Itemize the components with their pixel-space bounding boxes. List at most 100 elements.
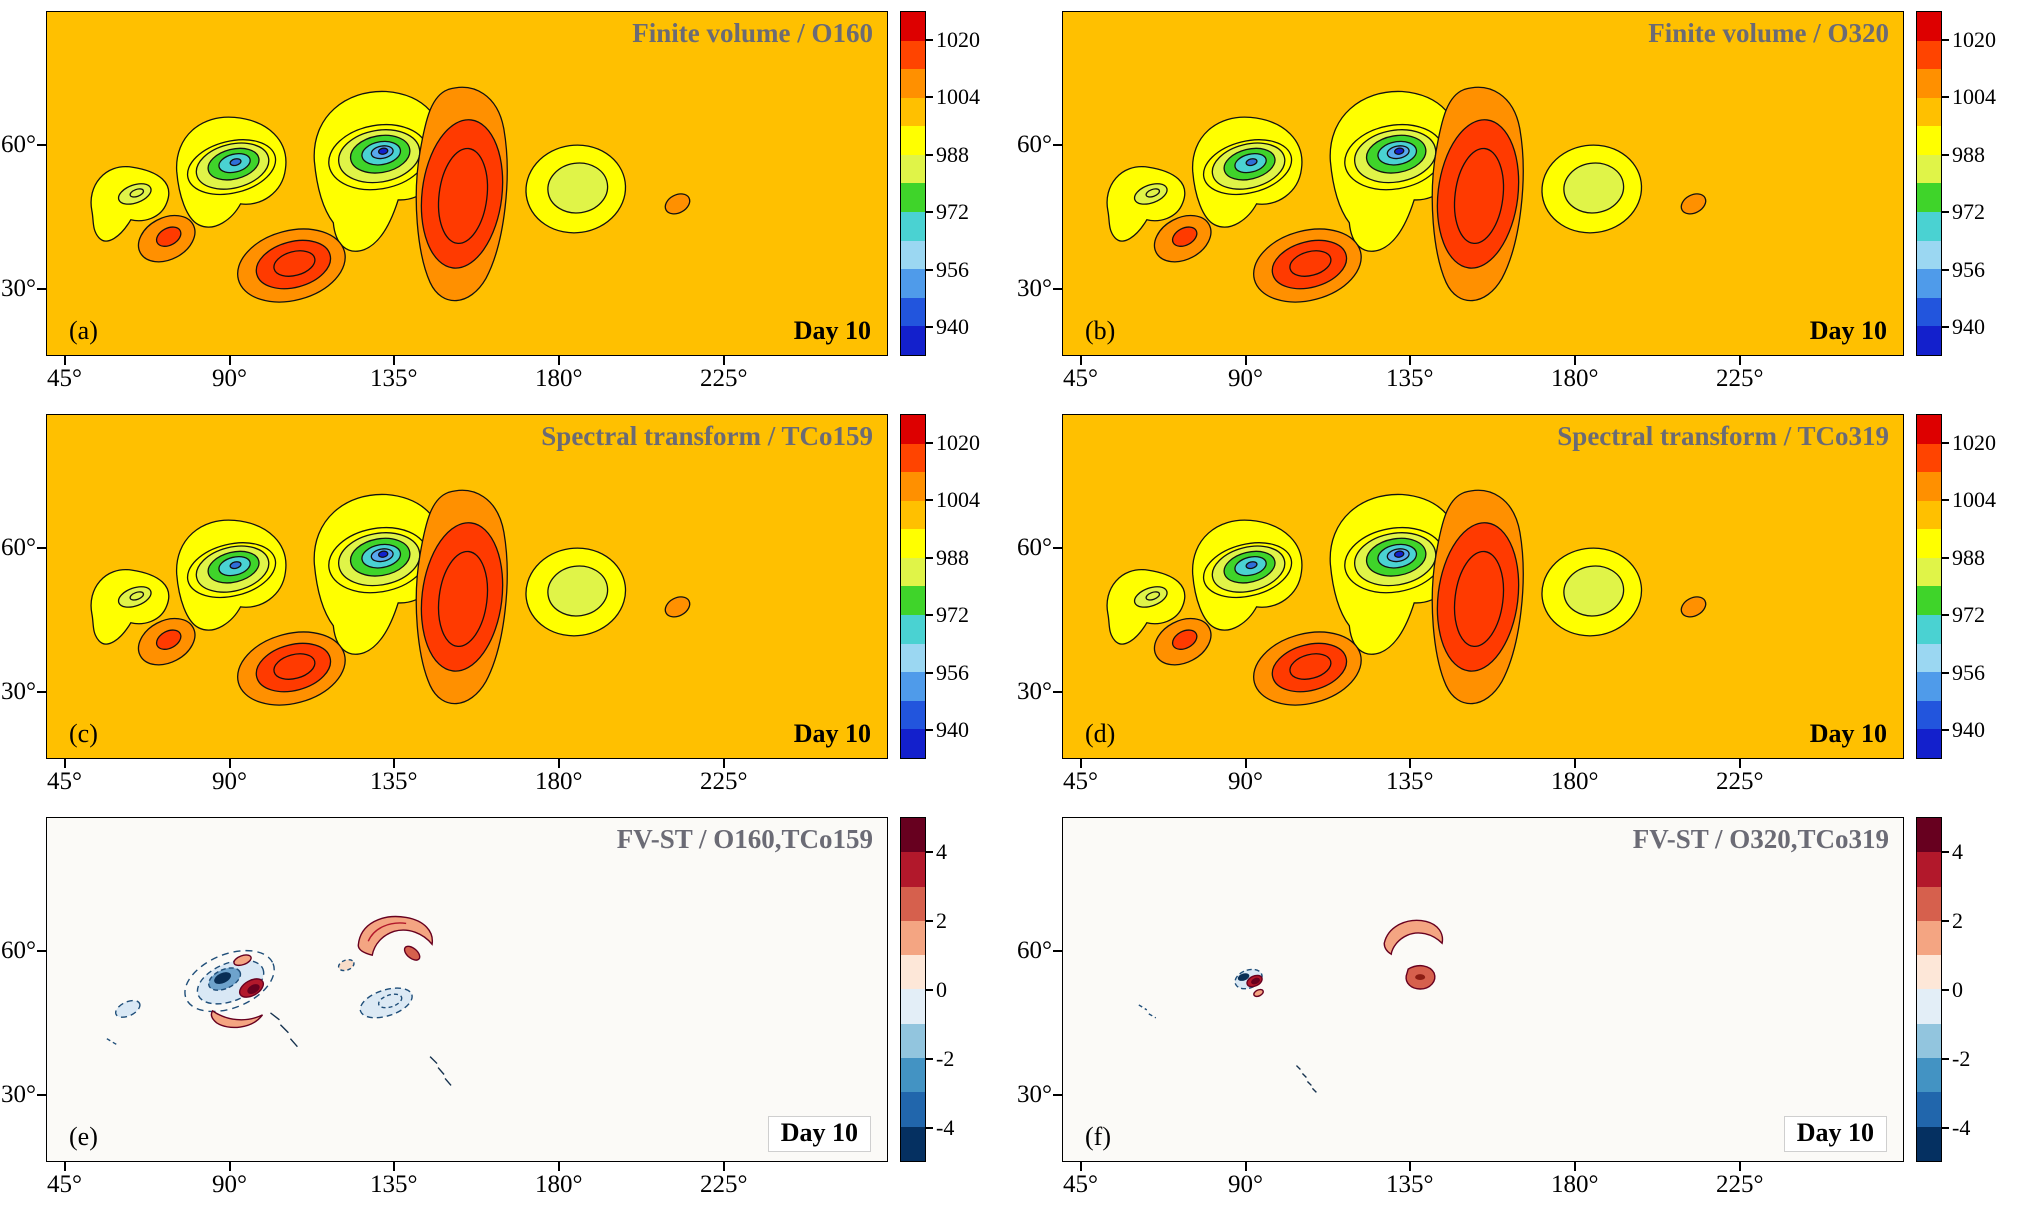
- colorbar-tick-mark: [1942, 1057, 1949, 1060]
- difference-colorbar-labels-f: 4 2 0 -2 -4: [1942, 817, 2033, 1162]
- colorbar-tick-mark: [1942, 96, 1949, 99]
- difference-colorbar-f: [1916, 817, 1942, 1162]
- x-tick-label: 180°: [535, 1171, 583, 1198]
- colorbar-segment: [1917, 240, 1941, 270]
- colorbar-tick-label: 940: [936, 717, 969, 743]
- colorbar-segment: [1917, 672, 1941, 701]
- colorbar-tick-mark: [1942, 988, 1949, 991]
- colorbar-segment: [901, 586, 925, 616]
- colorbar-segment: [1917, 500, 1941, 530]
- colorbar-tick-mark: [926, 441, 933, 444]
- colorbar-tick-label: 972: [1952, 199, 1985, 225]
- y-tick-label: 30°: [1017, 275, 1052, 303]
- spacer: [1904, 414, 1916, 759]
- y-tick-mark: [1053, 547, 1062, 550]
- x-tick-mark: [228, 759, 231, 768]
- panel-letter: (c): [69, 719, 98, 748]
- x-tick-mark: [1738, 1162, 1741, 1171]
- colorbar-segment: [1917, 415, 1941, 444]
- colorbar-tick-label: 940: [1952, 717, 1985, 743]
- colorbar-tick-mark: [1942, 671, 1949, 674]
- x-tick-label: 45°: [47, 768, 83, 795]
- colorbar-tick-mark: [926, 556, 933, 559]
- colorbar-tick-mark: [926, 850, 933, 853]
- colorbar-segment: [901, 40, 925, 70]
- colorbar-tick-mark: [1942, 153, 1949, 156]
- colorbar-tick-mark: [1942, 499, 1949, 502]
- x-tick-label: 135°: [1385, 1171, 1434, 1198]
- colorbar-tick-mark: [1942, 326, 1949, 329]
- y-tick-label: 30°: [1, 1081, 36, 1109]
- x-tick-label: 45°: [47, 1171, 83, 1198]
- colorbar-segment: [901, 1126, 925, 1161]
- colorbar-segment: [901, 700, 925, 730]
- colorbar-segment: [1917, 886, 1941, 921]
- y-tick-label: 60°: [1, 937, 36, 965]
- map-d: Spectral transform / TCo319 (d) Day 10: [1062, 414, 1904, 759]
- x-axis-labels-c: 45° 90° 135° 180° 225°: [46, 759, 888, 806]
- colorbar-segment: [901, 69, 925, 98]
- colorbar-segment: [901, 615, 925, 644]
- colorbar-tick-label: 1020: [1952, 429, 1996, 455]
- colorbar-tick-mark: [1942, 1126, 1949, 1129]
- x-tick-label: 225°: [700, 1171, 748, 1198]
- colorbar-segment: [901, 415, 925, 444]
- pressure-colorbar-d: [1916, 414, 1942, 759]
- colorbar-segment: [901, 240, 925, 270]
- y-tick-label: 30°: [1, 275, 36, 303]
- colorbar-tick-mark: [926, 919, 933, 922]
- x-tick-mark: [1738, 759, 1741, 768]
- y-axis-labels-e: 60° 30°: [0, 817, 46, 1162]
- x-tick-label: 135°: [369, 1171, 418, 1198]
- colorbar-segment: [1917, 1092, 1941, 1127]
- x-tick-label: 90°: [1228, 365, 1264, 392]
- colorbar-tick-label: -2: [1952, 1045, 1971, 1071]
- colorbar-tick-mark: [926, 1126, 933, 1129]
- colorbar-tick-mark: [926, 614, 933, 617]
- colorbar-segment: [901, 443, 925, 473]
- x-tick-mark: [722, 759, 725, 768]
- colorbar-segment: [1917, 615, 1941, 644]
- colorbar-segment: [901, 1023, 925, 1059]
- colorbar-tick-label: -4: [1952, 1114, 1971, 1140]
- x-tick-label: 180°: [535, 365, 583, 392]
- colorbar-tick-mark: [926, 268, 933, 271]
- y-tick-mark: [37, 288, 46, 291]
- x-tick-label: 135°: [1385, 768, 1434, 795]
- spacer: [888, 414, 900, 759]
- contour-field-b: [1063, 12, 1903, 355]
- colorbar-tick-label: 940: [1952, 314, 1985, 340]
- x-tick-mark: [1738, 356, 1741, 365]
- day-label: Day 10: [1809, 719, 1887, 748]
- colorbar-segment: [1917, 729, 1941, 758]
- panel-title: FV-ST / O320,TCo319: [1632, 824, 1889, 854]
- x-tick-label: 90°: [212, 365, 248, 392]
- colorbar-tick-label: 972: [1952, 602, 1985, 628]
- panel-b: 60° 30° Finite volume / O320 (b) Day 10 1…: [1016, 0, 2033, 403]
- colorbar-tick-mark: [1942, 919, 1949, 922]
- pressure-colorbar-a: [900, 11, 926, 356]
- colorbar-segment: [901, 886, 925, 921]
- map-e: FV-ST / O160,TCo159 (e) Day 10: [46, 817, 888, 1162]
- x-axis-labels-e: 45° 90° 135° 180° 225°: [46, 1162, 888, 1210]
- panel-f: 60° 30° FV-ST / O320,TCo319 (f) Day 10 4 2…: [1016, 806, 2033, 1210]
- x-tick-label: 225°: [700, 365, 748, 392]
- day-label: Day 10: [793, 719, 871, 748]
- colorbar-segment: [901, 557, 925, 587]
- contour-field-d: [1063, 415, 1903, 758]
- colorbar-tick-label: -4: [936, 1114, 955, 1140]
- colorbar-tick-label: 1020: [936, 26, 980, 52]
- colorbar-segment: [1917, 326, 1941, 355]
- x-tick-label: 180°: [1551, 1171, 1599, 1198]
- colorbar-tick-label: 1004: [936, 84, 980, 110]
- y-tick-label: 60°: [1, 131, 36, 159]
- spacer: [1904, 817, 1916, 1162]
- spacer: [888, 817, 900, 1162]
- colorbar-segment: [1917, 472, 1941, 501]
- colorbar-segment: [1917, 269, 1941, 298]
- colorbar-tick-label: 4: [936, 838, 947, 864]
- colorbar-tick-mark: [926, 211, 933, 214]
- colorbar-segment: [901, 852, 925, 887]
- contour-field-c: [47, 415, 887, 758]
- x-tick-label: 90°: [212, 768, 248, 795]
